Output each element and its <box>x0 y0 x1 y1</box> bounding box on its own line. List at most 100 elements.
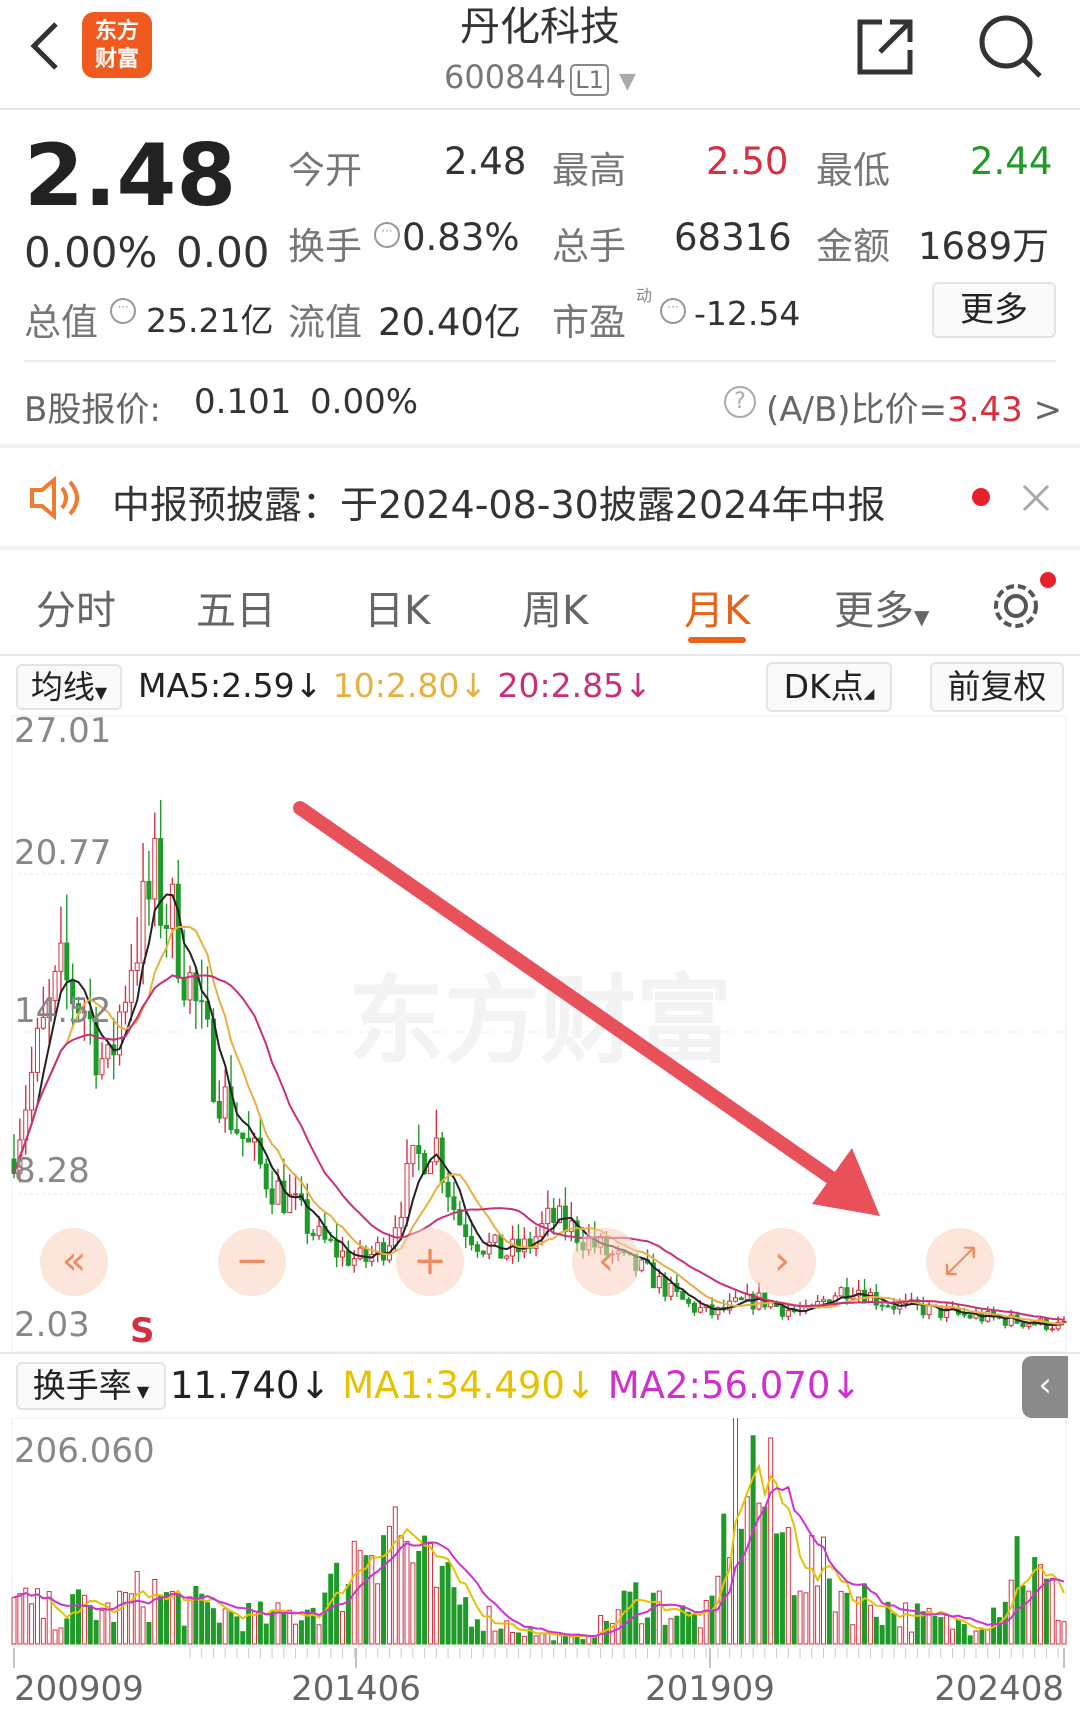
settings-icon[interactable] <box>990 578 1046 634</box>
x-axis-label: 202408 <box>934 1669 1064 1709</box>
volume-value: 68316 <box>674 216 792 259</box>
info-icon[interactable]: ··· <box>110 298 136 324</box>
turnover-bar <box>668 1618 674 1645</box>
adjust-button[interactable]: 前复权 <box>930 662 1064 712</box>
turnover-bar <box>234 1616 240 1645</box>
candle-body <box>193 972 199 1002</box>
turnover-bar <box>93 1619 99 1645</box>
candle-body <box>504 1255 510 1259</box>
info-icon[interactable]: ··· <box>660 298 686 324</box>
tab-five-day[interactable]: 五日 <box>196 588 276 634</box>
turnover-bar <box>304 1609 310 1645</box>
turnover-bar <box>738 1528 744 1645</box>
open-value: 2.48 <box>444 140 527 183</box>
turnover-bar <box>809 1534 815 1645</box>
candle-body <box>64 942 70 981</box>
tab-monthly-k[interactable]: 月K <box>684 588 751 634</box>
tab-more[interactable]: 更多▼ <box>834 588 930 634</box>
turnover-bar <box>427 1543 433 1645</box>
turnover-bar <box>639 1623 645 1645</box>
turnover-bar <box>40 1617 46 1645</box>
more-button[interactable]: 更多 <box>932 282 1056 338</box>
stock-code[interactable]: 600844 L1 ▼ <box>444 58 636 96</box>
change-value: 0.00 <box>176 228 270 277</box>
candle-body <box>58 942 64 972</box>
candle-body <box>474 1244 480 1252</box>
speaker-icon <box>30 476 79 520</box>
candle-body <box>398 1216 404 1229</box>
turnover-bar <box>169 1590 175 1645</box>
candle-body <box>656 1275 662 1289</box>
turnover-bar <box>316 1624 322 1645</box>
candle-body <box>557 1205 563 1223</box>
turnover-bar <box>914 1603 920 1645</box>
ab-ratio-link[interactable]: (A/B)比价=3.43 > <box>766 390 1063 430</box>
candle-body <box>181 977 187 1001</box>
scroll-right-button[interactable]: › <box>748 1228 816 1296</box>
amount-value: 1689万 <box>918 225 1050 268</box>
ma5-line <box>13 893 1065 1326</box>
volume-label: 总手 <box>552 225 626 268</box>
turnover-bar <box>768 1437 774 1645</box>
turnover-bar <box>926 1607 932 1645</box>
candle-body <box>820 1299 826 1303</box>
turnover-bar <box>29 1603 35 1645</box>
turnover-bar <box>727 1557 733 1645</box>
scroll-left-button[interactable]: ‹ <box>572 1228 640 1296</box>
search-icon[interactable] <box>976 12 1046 82</box>
close-icon[interactable] <box>1020 482 1052 514</box>
candle-body <box>416 1145 422 1155</box>
candle-body <box>1026 1323 1032 1327</box>
dk-point-button[interactable]: DK点◢ <box>766 662 892 712</box>
turnover-chart[interactable]: 206.060 200909 201406 201909 202408 <box>0 1418 1080 1710</box>
candle-body <box>668 1282 674 1297</box>
info-icon[interactable]: ··· <box>374 222 400 248</box>
back-icon[interactable] <box>26 20 62 72</box>
turnover-bar <box>885 1601 891 1645</box>
help-icon[interactable]: ? <box>724 386 756 418</box>
zoom-in-button[interactable]: + <box>396 1228 464 1296</box>
turnover-bar <box>87 1605 93 1645</box>
ma-selector[interactable]: 均线▼ <box>16 664 122 710</box>
turnover-bar <box>897 1626 903 1645</box>
candle-body <box>404 1163 410 1218</box>
turnover-bar <box>820 1536 826 1645</box>
tab-weekly-k[interactable]: 周K <box>522 588 589 634</box>
share-icon[interactable] <box>856 16 916 76</box>
turnover-bar <box>381 1535 387 1645</box>
turnover-bar <box>797 1590 803 1645</box>
tab-daily-k[interactable]: 日K <box>364 588 431 634</box>
turnover-bar <box>779 1532 785 1645</box>
price-tick-label: 2.03 <box>14 1305 90 1345</box>
scroll-left-fast-button[interactable]: « <box>40 1228 108 1296</box>
candle-body <box>662 1275 668 1297</box>
turnover-bar <box>263 1623 269 1645</box>
turnover-bar <box>463 1597 469 1645</box>
tab-intraday[interactable]: 分时 <box>36 588 116 634</box>
candle-body <box>234 1129 240 1134</box>
turnover-value: 0.83% <box>402 216 520 259</box>
turnover-bar <box>70 1594 76 1645</box>
ma20-line <box>13 974 1065 1321</box>
x-axis-label: 200909 <box>14 1669 144 1709</box>
price-tick-label: 20.77 <box>14 833 111 873</box>
turnover-bar <box>686 1611 692 1645</box>
turnover-bar <box>551 1640 557 1645</box>
collapse-panel-button[interactable]: ‹ <box>1022 1356 1068 1418</box>
turnover-bar <box>52 1629 58 1645</box>
pe-dynamic-mark: 动 <box>636 286 653 305</box>
turnover-bar <box>750 1435 756 1645</box>
turnover-bar <box>363 1555 369 1645</box>
fullscreen-button[interactable]: ⤢ <box>926 1228 994 1296</box>
turnover-bar <box>17 1593 23 1645</box>
candle-body <box>169 883 175 929</box>
indicator-selector[interactable]: 换手率 ▼ <box>16 1362 166 1410</box>
settings-badge <box>1040 572 1056 588</box>
candle-body <box>269 1188 275 1205</box>
notice-text[interactable]: 中报预披露：于2024-08-30披露2024年中报 <box>112 483 886 527</box>
zoom-out-button[interactable]: − <box>218 1228 286 1296</box>
turnover-bar <box>164 1592 170 1645</box>
turnover-bar <box>205 1602 211 1645</box>
candle-body <box>40 1016 46 1029</box>
